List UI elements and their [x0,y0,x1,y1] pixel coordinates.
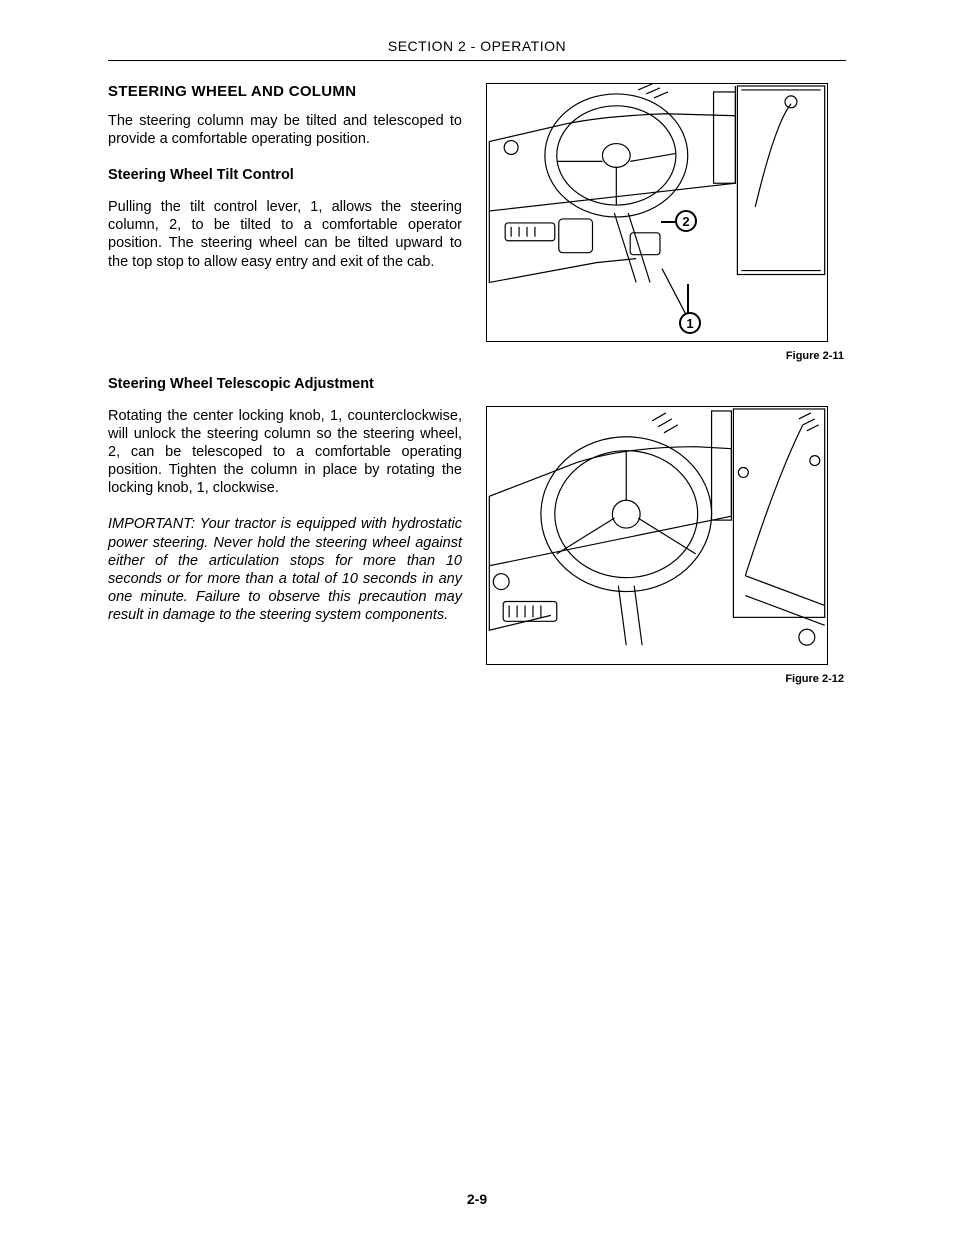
telescopic-heading: Steering Wheel Telescopic Adjustment [108,375,462,393]
tilt-heading: Steering Wheel Tilt Control [108,166,462,184]
figure-2-12 [486,406,828,665]
content-columns: STEERING WHEEL AND COLUMN The steering c… [108,83,846,685]
page-number: 2-9 [0,1191,954,1207]
figure-2-11-lineart [487,84,827,341]
callout-1: 1 [679,312,701,334]
figure-column: 2 1 Figure 2-11 [486,83,846,685]
figure-block-1: 2 1 Figure 2-11 [486,83,846,362]
main-heading: STEERING WHEEL AND COLUMN [108,83,462,102]
intro-paragraph: The steering column may be tilted and te… [108,112,462,148]
horizontal-rule [108,60,846,61]
important-note: IMPORTANT: Your tractor is equipped with… [108,515,462,624]
figure-caption-2: Figure 2-12 [486,673,846,685]
tilt-paragraph: Pulling the tilt control lever, 1, allow… [108,198,462,271]
figure-caption-1: Figure 2-11 [486,350,846,362]
figure-2-12-lineart [487,407,827,664]
section-header: SECTION 2 - OPERATION [108,38,846,54]
callout-line [661,221,675,223]
callout-line [687,284,689,314]
text-column: STEERING WHEEL AND COLUMN The steering c… [108,83,462,685]
callout-2: 2 [675,210,697,232]
figure-2-11: 2 1 [486,83,828,342]
spacer [108,289,462,375]
telescopic-paragraph: Rotating the center locking knob, 1, cou… [108,407,462,498]
figure-block-2: Figure 2-12 [486,406,846,685]
page: SECTION 2 - OPERATION STEERING WHEEL AND… [0,0,954,685]
